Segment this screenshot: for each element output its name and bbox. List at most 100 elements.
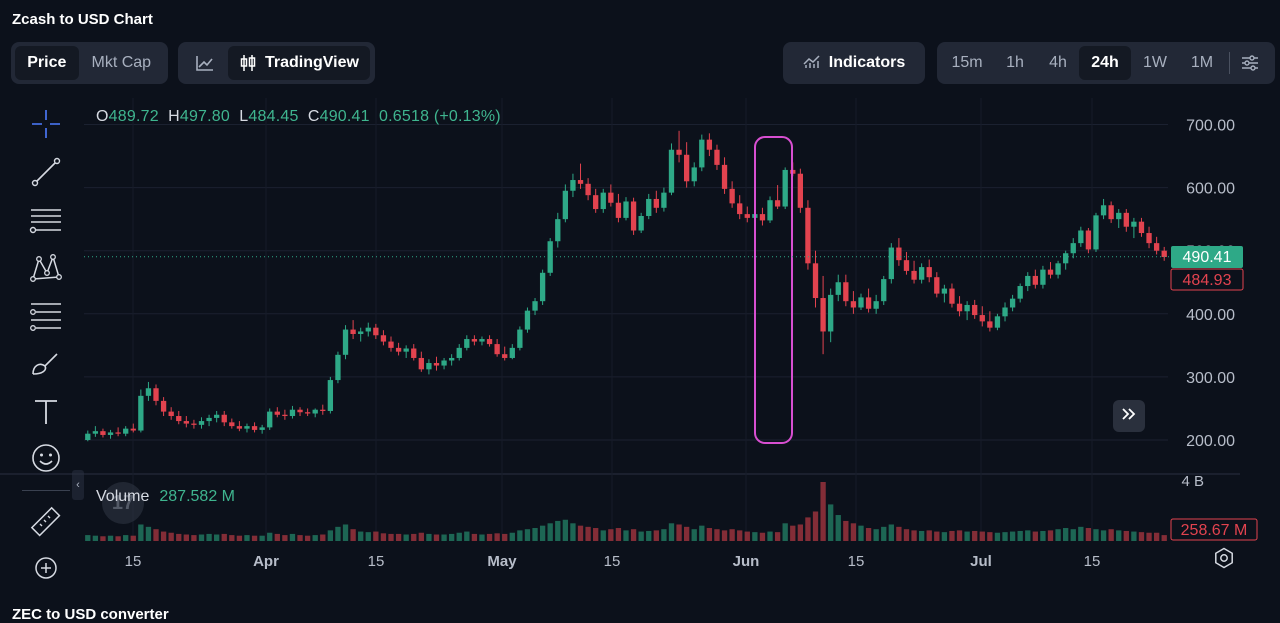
brush-tool[interactable]	[26, 346, 66, 386]
zoom-in-icon	[33, 555, 59, 586]
candle-body	[1070, 243, 1076, 254]
fib-levels-tool[interactable]	[26, 298, 66, 338]
volume-bar	[585, 526, 591, 541]
candle-body	[335, 354, 341, 381]
candle-body	[388, 341, 394, 348]
candle-body	[577, 180, 584, 184]
volume-bar	[1138, 532, 1145, 541]
volume-bar	[949, 530, 955, 541]
interval-divider	[1229, 52, 1230, 74]
candle-body	[1093, 215, 1099, 250]
interval-1m[interactable]: 1M	[1190, 54, 1214, 71]
change-value: 0.6518 (+0.13%)	[379, 108, 501, 125]
candle-body	[630, 201, 637, 231]
candle-body	[691, 167, 697, 182]
volume-bar	[934, 531, 940, 541]
volume-bar	[812, 511, 819, 541]
candle-body	[380, 335, 387, 342]
volume-bar	[646, 530, 652, 541]
interval-15m[interactable]: 15m	[951, 54, 983, 71]
candle-body	[448, 357, 455, 361]
candle-body	[1131, 221, 1137, 227]
volume-bar	[774, 532, 781, 541]
candle-body	[934, 277, 940, 294]
volume-bar	[570, 523, 576, 541]
candle-body	[494, 344, 500, 355]
candlestick-icon	[239, 54, 257, 72]
candle-body	[130, 428, 136, 431]
volume-bar	[373, 531, 379, 541]
volume-bar	[926, 530, 932, 541]
emoji-tool[interactable]	[26, 440, 66, 480]
volume-bar	[251, 535, 258, 541]
volume-bar	[896, 526, 902, 541]
ruler-tool[interactable]	[26, 504, 66, 544]
candle-body	[456, 347, 462, 358]
candle-body	[820, 298, 826, 332]
page-title: Zcash to USD Chart	[12, 11, 153, 28]
candle-body	[138, 395, 144, 431]
current-volume-label: 258.67 M	[1181, 522, 1248, 539]
pattern-tool[interactable]	[26, 250, 66, 290]
horizontal-lines-tool[interactable]	[26, 202, 66, 242]
time-tick-label: Jun	[733, 553, 760, 570]
ruler-icon	[29, 505, 63, 544]
scroll-to-latest-button[interactable]	[1113, 400, 1145, 432]
candle-body	[964, 304, 970, 312]
text-tool[interactable]	[26, 394, 66, 434]
chart-settings-button[interactable]	[1234, 46, 1266, 80]
line-chart-button[interactable]	[182, 46, 228, 80]
volume-bar	[206, 533, 212, 541]
candle-body	[744, 214, 750, 218]
interval-4h[interactable]: 4h	[1049, 54, 1067, 71]
crosshair-tool[interactable]	[26, 106, 66, 146]
chart-style-toggle: TradingView	[178, 42, 375, 84]
chart-grid	[0, 98, 1240, 541]
candle-body	[721, 164, 728, 189]
price-tick-label: 300.00	[1186, 370, 1235, 387]
candle-body	[229, 422, 235, 427]
candle-body	[865, 297, 872, 309]
volume-legend: Volume 287.582 M	[96, 488, 235, 506]
volume-bar	[464, 531, 470, 541]
toolbar-collapse-button[interactable]: ‹	[72, 470, 84, 500]
candle-body	[395, 347, 402, 352]
volume-bar	[1153, 532, 1160, 541]
volume-bar	[1123, 530, 1129, 541]
candle-body	[517, 329, 523, 348]
tab-price[interactable]: Price	[15, 46, 79, 80]
volume-bar	[1009, 531, 1016, 541]
tradingview-button[interactable]: TradingView	[228, 46, 370, 80]
candle-body	[896, 247, 902, 261]
volume-bar	[903, 529, 910, 541]
zoom-in-tool[interactable]	[26, 550, 66, 590]
candle-body	[183, 421, 189, 424]
candle-body	[729, 188, 735, 204]
candle-body	[85, 433, 91, 440]
indicators-button[interactable]: Indicators	[783, 42, 925, 84]
interval-24h[interactable]: 24h	[1079, 46, 1131, 80]
candle-body	[282, 414, 288, 417]
secondary-price-label: 484.93	[1183, 272, 1232, 289]
chart-gear-button[interactable]	[1212, 547, 1236, 572]
candle-body	[206, 417, 212, 422]
candle-body	[683, 154, 690, 182]
volume-bar	[426, 533, 432, 541]
volume-bar	[502, 533, 508, 541]
candle-body	[1161, 250, 1167, 258]
interval-1w[interactable]: 1W	[1143, 54, 1167, 71]
candle-body	[107, 432, 114, 435]
tab-mkt-cap[interactable]: Mkt Cap	[91, 54, 152, 71]
volume-bars	[85, 482, 1167, 541]
time-tick-label: 15	[125, 553, 142, 570]
volume-bar	[320, 534, 326, 541]
volume-bar	[638, 531, 644, 541]
trend-line-tool[interactable]	[26, 154, 66, 194]
candle-body	[570, 180, 576, 191]
volume-bar	[941, 532, 948, 541]
candle-body	[828, 294, 834, 332]
interval-1h[interactable]: 1h	[1006, 54, 1024, 71]
time-tick-label: 15	[848, 553, 865, 570]
time-tick-label: 15	[604, 553, 621, 570]
